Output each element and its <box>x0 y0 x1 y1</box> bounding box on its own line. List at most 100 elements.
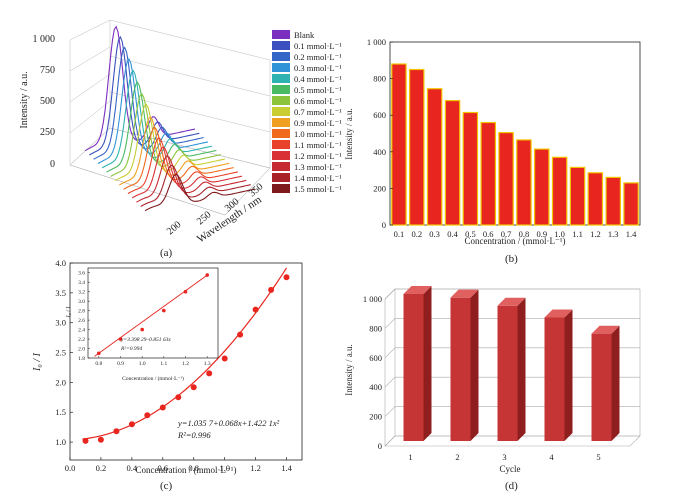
c-inset-ytick: 2.8 <box>78 309 85 315</box>
b-ytick: 200 <box>373 183 386 193</box>
c-equation: y=1.035 7+0.068x+1.422 1x² <box>177 418 280 428</box>
c-inset-ytick: 2.6 <box>78 318 85 324</box>
panel-c-label: (c) <box>160 480 173 492</box>
a-curve <box>89 35 200 156</box>
d-bar-top <box>450 289 479 298</box>
c-point <box>206 370 213 377</box>
d-bar <box>591 333 612 441</box>
c-inset-xtick: 1.2 <box>182 361 189 367</box>
c-xtick: 0.2 <box>96 463 107 473</box>
c-point <box>221 355 228 362</box>
c-ytick: 1.5 <box>55 407 66 417</box>
d-bar <box>497 305 518 441</box>
d-ytick: 1 000 <box>363 294 382 304</box>
c-xlabel: Concentration / (mmol·L⁻¹) <box>136 465 237 475</box>
d-xticks: 1 2 3 4 5 <box>408 452 600 462</box>
c-inset-xlabel: Concentration / (mmol·L⁻¹) <box>122 375 184 382</box>
c-r2: R²=0.996 <box>177 430 211 440</box>
c-ytick: 2.5 <box>55 348 66 358</box>
b-xtick: 0.8 <box>519 229 530 239</box>
a-legend-label: 1.2 mmol·L⁻¹ <box>294 151 342 161</box>
a-legend-swatch <box>272 74 290 83</box>
a-ytick: 0 <box>50 159 55 170</box>
d-gridline <box>384 347 396 359</box>
d-bar-side <box>423 286 432 441</box>
a-legend-swatch <box>272 129 290 138</box>
b-xtick: 1.3 <box>608 229 619 239</box>
a-legend-label: 1.5 mmol·L⁻¹ <box>294 184 342 194</box>
a-legend-label: 0.5 mmol·L⁻¹ <box>294 85 342 95</box>
a-ylabel: Intensity / a.u. <box>19 71 30 128</box>
c-xtick: 1.0 <box>219 463 230 473</box>
b-xtick: 0.1 <box>394 229 405 239</box>
c-point <box>283 274 290 281</box>
panel-d-label: (d) <box>505 480 518 492</box>
panel-c: 0.0 0.2 0.4 0.6 0.8 1.0 1.2 1.4 1.0 1.5 2.0 2.5 3.0 3… <box>32 258 303 492</box>
panel-a-yticks: 0 250 500 750 1 000 <box>33 34 56 170</box>
c-inset-equation: y=3.398 29–0.851 63x <box>120 337 171 343</box>
d-ytick: 400 <box>369 382 382 392</box>
c-point <box>175 394 182 401</box>
a-curve <box>84 25 196 152</box>
a-ytick: 750 <box>40 65 55 76</box>
b-xtick: 1.0 <box>554 229 565 239</box>
b-frame <box>389 41 641 226</box>
c-point <box>237 331 244 338</box>
c-inset-ytick: 1.8 <box>78 356 85 362</box>
b-bar <box>426 88 443 226</box>
c-inset-xtick: 1.3 <box>204 361 211 367</box>
b-bar <box>605 176 621 226</box>
d-bar-top <box>497 297 526 306</box>
c-inset-point <box>118 337 123 341</box>
a-legend-swatch <box>272 96 290 105</box>
d-bars <box>403 286 620 441</box>
d-xtick: 4 <box>549 452 554 462</box>
c-inset-ticks: 0.8 0.9 1.0 1.1 1.2 1.3 1.8 2.0 2.2 2.4 2.6 2.8 3.0 3… <box>78 271 211 367</box>
c-xtick: 0.8 <box>188 463 199 473</box>
d-bar <box>450 297 471 441</box>
c-xtick: 0.4 <box>127 463 138 473</box>
b-xtick: 0.9 <box>536 229 547 239</box>
b-xtick: 0.4 <box>447 229 458 239</box>
b-yticks: 0 200 400 600 800 1 000 <box>367 37 393 230</box>
c-inset-ytick: 3.2 <box>78 290 85 296</box>
a-curve <box>144 173 256 212</box>
a-legend-label: 0.4 mmol·L⁻¹ <box>294 74 342 84</box>
c-inset-xtick: 1.1 <box>160 361 167 367</box>
panel-b-label: (b) <box>505 253 518 265</box>
c-inset-point <box>205 273 209 277</box>
b-bar <box>569 166 586 226</box>
b-ylabel: Intensity / a.u. <box>344 108 354 160</box>
a-ytick: 250 <box>40 127 55 138</box>
a-legend-swatch <box>272 118 290 127</box>
d-xtick: 2 <box>455 452 459 462</box>
a-legend-label: 1.3 mmol·L⁻¹ <box>294 162 342 172</box>
b-ytick: 600 <box>373 110 386 120</box>
d-ylabel: Intensity / a.u. <box>344 344 354 396</box>
b-ytick: 400 <box>373 147 386 157</box>
c-point <box>144 412 151 419</box>
c-inset-ytick: 3.0 <box>78 299 85 305</box>
d-gridline <box>384 406 396 417</box>
b-xtick: 0.6 <box>483 229 494 239</box>
c-inset-ytick: 2.4 <box>78 328 85 334</box>
d-bar-side <box>517 297 526 441</box>
a-legend-label: 1.0 mmol·L⁻¹ <box>294 129 342 139</box>
a-legend-label: 0.9 mmol·L⁻¹ <box>294 118 342 128</box>
c-inset-point <box>162 308 166 313</box>
d-ytick: 600 <box>369 353 382 363</box>
c-point <box>252 306 259 313</box>
c-inset-point <box>97 351 101 356</box>
b-xtick: 1.4 <box>626 229 637 239</box>
panel-d: 0 200 400 600 800 1 000 1 2 3 4 5 Intensity / a.u… <box>344 286 641 492</box>
d-bar <box>544 317 565 441</box>
c-inset-ytick: 2.2 <box>78 337 85 343</box>
b-xtick: 0.7 <box>501 229 512 239</box>
panel-b: 0 200 400 600 800 1 000 0.1 0.2 0.3 0.4 0.5 0.6 0.7… <box>344 37 641 265</box>
d-ytick: 0 <box>378 441 382 451</box>
c-inset-ytick: 3.4 <box>78 280 85 286</box>
c-point <box>190 384 197 391</box>
b-bar <box>444 99 461 226</box>
a-curve <box>101 69 213 169</box>
